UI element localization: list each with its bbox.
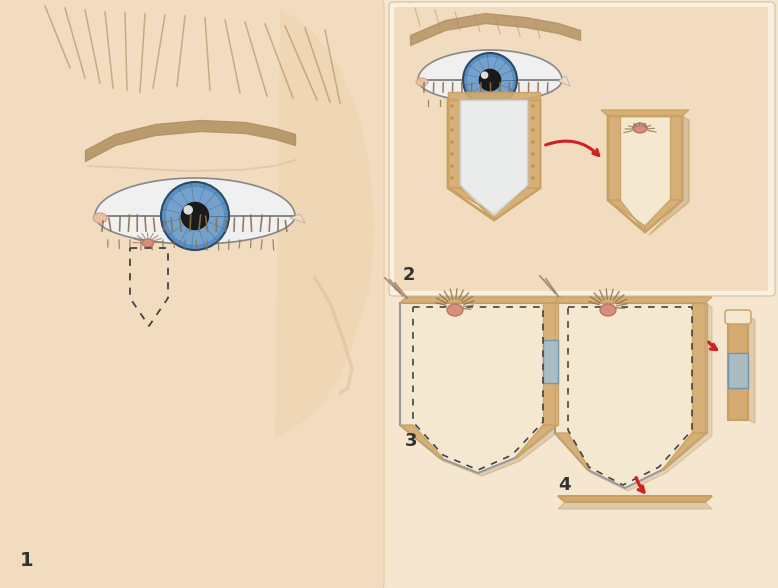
Circle shape	[166, 187, 224, 245]
Circle shape	[463, 53, 517, 107]
Polygon shape	[543, 340, 558, 383]
Polygon shape	[400, 297, 563, 303]
Polygon shape	[608, 200, 645, 232]
FancyBboxPatch shape	[389, 2, 775, 296]
Text: 2: 2	[403, 266, 415, 284]
Text: 4: 4	[558, 476, 570, 494]
Circle shape	[450, 164, 454, 168]
Polygon shape	[400, 303, 563, 476]
Polygon shape	[275, 8, 375, 438]
Polygon shape	[515, 425, 558, 458]
Ellipse shape	[600, 304, 616, 316]
Circle shape	[180, 202, 209, 230]
FancyBboxPatch shape	[725, 310, 751, 324]
Circle shape	[450, 104, 454, 108]
Polygon shape	[418, 50, 562, 102]
Polygon shape	[494, 188, 540, 220]
Polygon shape	[662, 433, 707, 470]
Circle shape	[531, 128, 534, 132]
Polygon shape	[95, 178, 295, 244]
Polygon shape	[400, 303, 556, 473]
Polygon shape	[527, 100, 540, 188]
Polygon shape	[558, 76, 570, 86]
Circle shape	[450, 152, 454, 156]
Polygon shape	[601, 110, 689, 116]
Polygon shape	[400, 425, 443, 458]
Polygon shape	[670, 116, 682, 200]
Circle shape	[161, 182, 229, 250]
Circle shape	[450, 128, 454, 132]
Polygon shape	[460, 100, 528, 216]
Circle shape	[450, 116, 454, 120]
Polygon shape	[555, 297, 712, 303]
Ellipse shape	[416, 78, 428, 86]
Polygon shape	[728, 316, 748, 420]
Ellipse shape	[93, 213, 107, 223]
Circle shape	[481, 71, 489, 79]
Polygon shape	[543, 303, 558, 425]
Polygon shape	[290, 214, 305, 223]
Circle shape	[531, 140, 534, 144]
FancyBboxPatch shape	[0, 0, 384, 588]
Circle shape	[450, 140, 454, 144]
Ellipse shape	[633, 123, 647, 133]
Polygon shape	[555, 303, 712, 491]
Polygon shape	[692, 303, 707, 433]
Circle shape	[531, 104, 534, 108]
Circle shape	[184, 205, 193, 215]
Polygon shape	[555, 303, 705, 488]
Polygon shape	[448, 92, 540, 100]
Polygon shape	[728, 353, 748, 388]
Polygon shape	[748, 316, 755, 423]
Text: 1: 1	[20, 551, 33, 570]
Circle shape	[531, 164, 534, 168]
Polygon shape	[558, 496, 712, 502]
Polygon shape	[448, 188, 494, 220]
Polygon shape	[555, 433, 590, 470]
Circle shape	[531, 116, 534, 120]
Circle shape	[478, 69, 501, 91]
Polygon shape	[645, 200, 682, 232]
Polygon shape	[649, 116, 689, 235]
Circle shape	[531, 176, 534, 180]
Polygon shape	[448, 100, 540, 220]
Polygon shape	[558, 502, 712, 509]
Ellipse shape	[447, 304, 463, 316]
Ellipse shape	[142, 239, 153, 247]
Polygon shape	[448, 100, 461, 188]
Polygon shape	[608, 116, 682, 232]
Text: 3: 3	[405, 432, 418, 450]
Polygon shape	[608, 116, 620, 200]
Circle shape	[467, 57, 513, 103]
FancyBboxPatch shape	[394, 7, 768, 291]
Circle shape	[450, 176, 454, 180]
Circle shape	[531, 152, 534, 156]
